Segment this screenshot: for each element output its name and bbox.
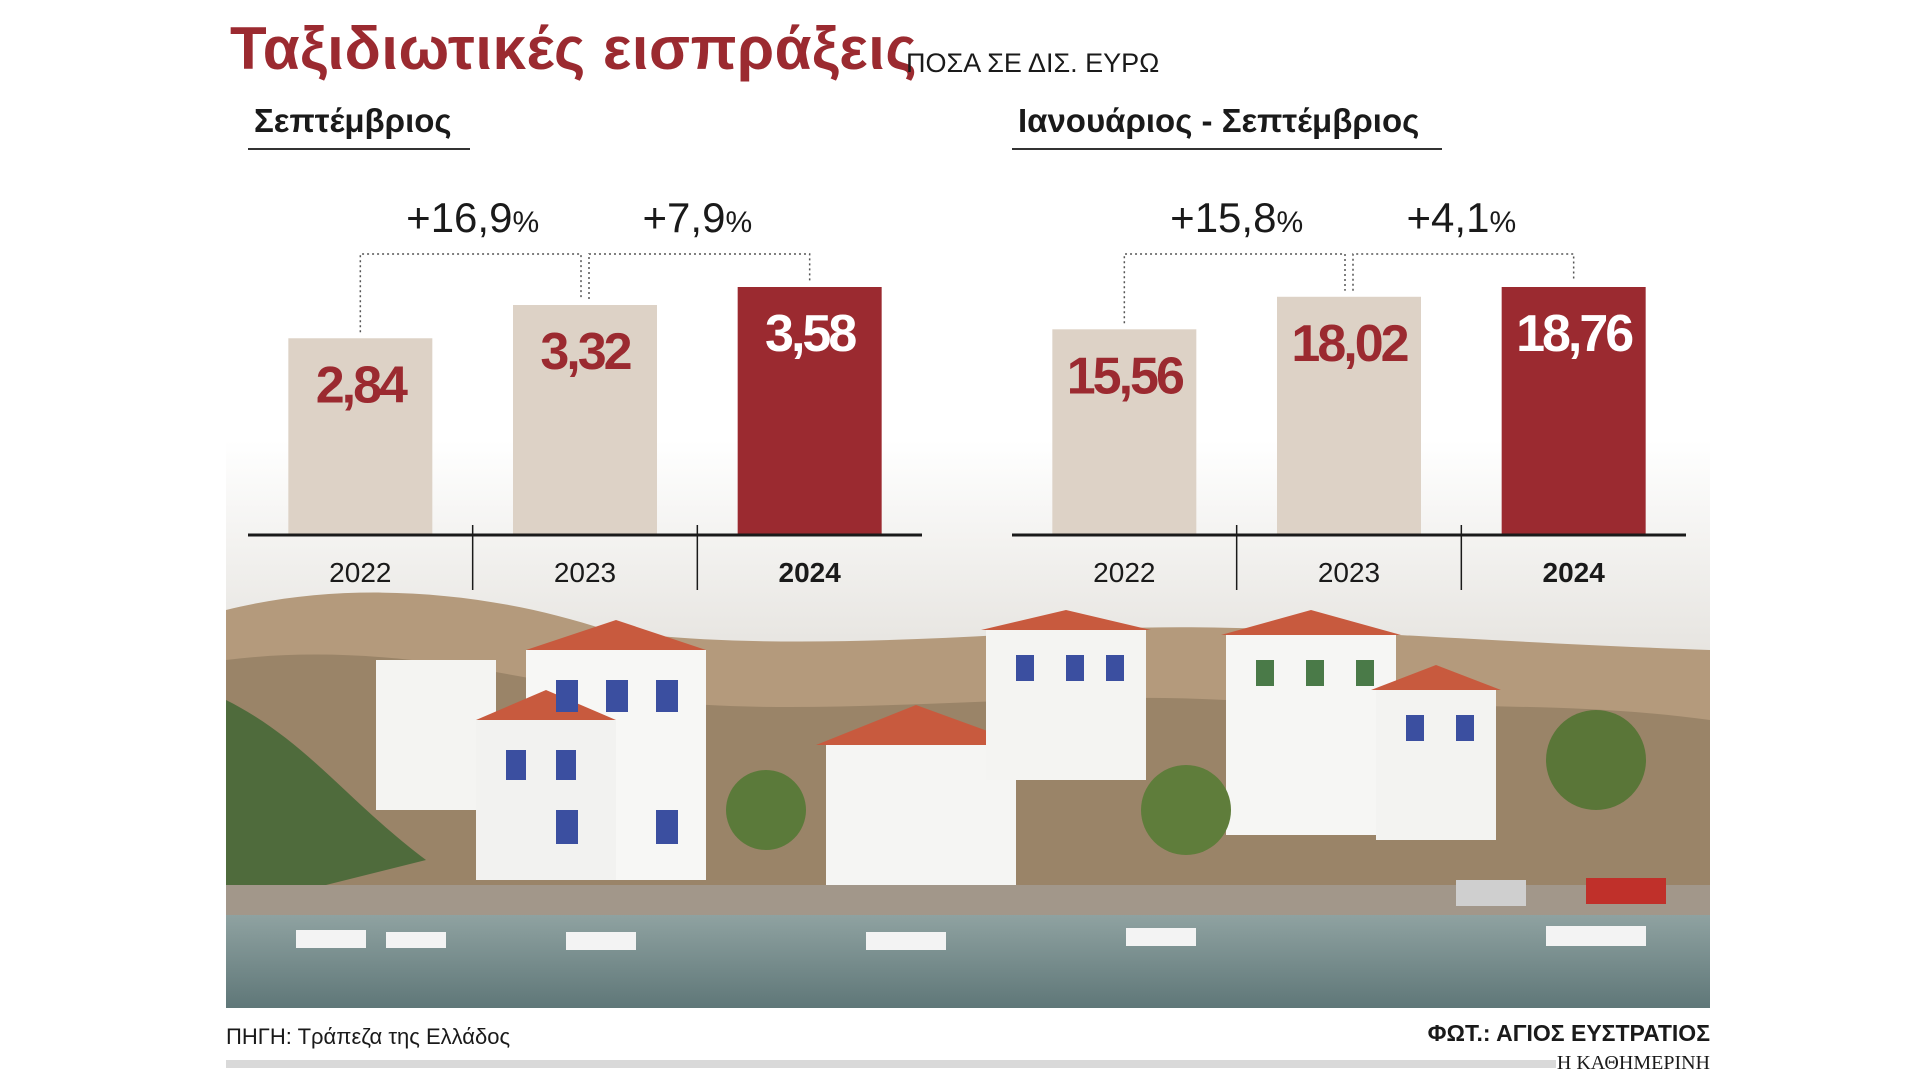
bar-value-label: 18,02 — [1291, 315, 1407, 373]
panel-title: Σεπτέμβριος — [254, 102, 452, 139]
bar-2023 — [513, 305, 657, 535]
change-percent-label: +7,9% — [643, 194, 753, 241]
photo-credit: ΦΩΤ.: ΑΓΙΟΣ ΕΥΣΤΡΑΤΙΟΣ — [1427, 1020, 1710, 1046]
chart-subtitle: ΠΟΣΑ ΣΕ ΔΙΣ. ΕΥΡΩ — [906, 48, 1160, 78]
year-label-2023: 2023 — [1318, 557, 1380, 588]
change-percent-label: +16,9% — [406, 194, 539, 241]
chart-title: Ταξιδιωτικές εισπράξεις — [230, 15, 918, 82]
year-label-2024: 2024 — [1543, 557, 1606, 588]
year-label-2024: 2024 — [779, 557, 842, 588]
publisher-name: Η ΚΑΘΗΜΕΡΙΝΗ — [1556, 1052, 1710, 1074]
change-bracket — [359, 253, 582, 333]
bar-chart-jan-sep: 15,56 2022 18,02 2023 18,76 2024 +15,8% +4,1% — [1012, 194, 1686, 590]
bar-2024 — [1501, 287, 1646, 535]
change-bracket — [588, 253, 811, 300]
year-label-2022: 2022 — [329, 557, 391, 588]
footer-rule — [226, 1060, 1556, 1068]
change-percent-label: +4,1% — [1407, 194, 1517, 241]
bar-2022 — [1052, 329, 1197, 535]
bar-2023 — [1277, 296, 1421, 535]
year-label-2022: 2022 — [1093, 557, 1155, 588]
bar-value-label: 2,84 — [316, 356, 408, 414]
bar-2024 — [737, 287, 882, 535]
panel-title: Ιανουάριος - Σεπτέμβριος — [1018, 102, 1420, 139]
source-note: ΠΗΓΗ: Τράπεζα της Ελλάδος — [226, 1024, 511, 1049]
bar-value-label: 3,58 — [765, 305, 856, 363]
change-bracket — [1352, 253, 1575, 291]
chart-panel-jan-sep: Ιανουάριος - Σεπτέμβριος 15,56 2022 18,02 2… — [1012, 90, 1712, 610]
change-percent-label: +15,8% — [1170, 194, 1303, 241]
bar-value-label: 18,76 — [1516, 305, 1633, 363]
bar-2022 — [288, 338, 433, 535]
bar-chart-september: 2,84 2022 3,32 2023 3,58 2024 +16,9% +7,9% — [248, 194, 922, 590]
panel-title-underline — [1012, 148, 1442, 150]
chart-panel-september: Σεπτέμβριος 2,84 2022 3,32 2023 3,58 2024 +16,… — [248, 90, 948, 610]
bar-value-label: 15,56 — [1067, 347, 1184, 405]
year-label-2023: 2023 — [554, 557, 616, 588]
bar-value-label: 3,32 — [540, 323, 630, 381]
panel-title-underline — [248, 148, 470, 150]
